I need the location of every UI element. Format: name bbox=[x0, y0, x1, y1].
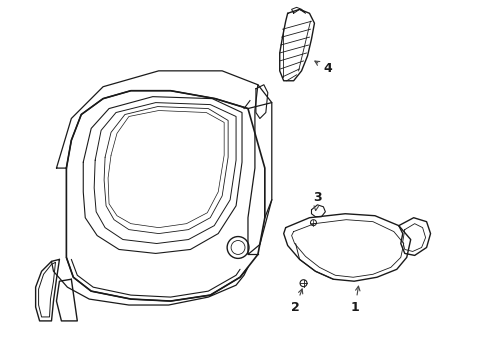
Text: 2: 2 bbox=[291, 289, 302, 314]
Text: 4: 4 bbox=[314, 61, 331, 75]
Text: 3: 3 bbox=[312, 192, 321, 211]
Text: 1: 1 bbox=[350, 286, 359, 314]
